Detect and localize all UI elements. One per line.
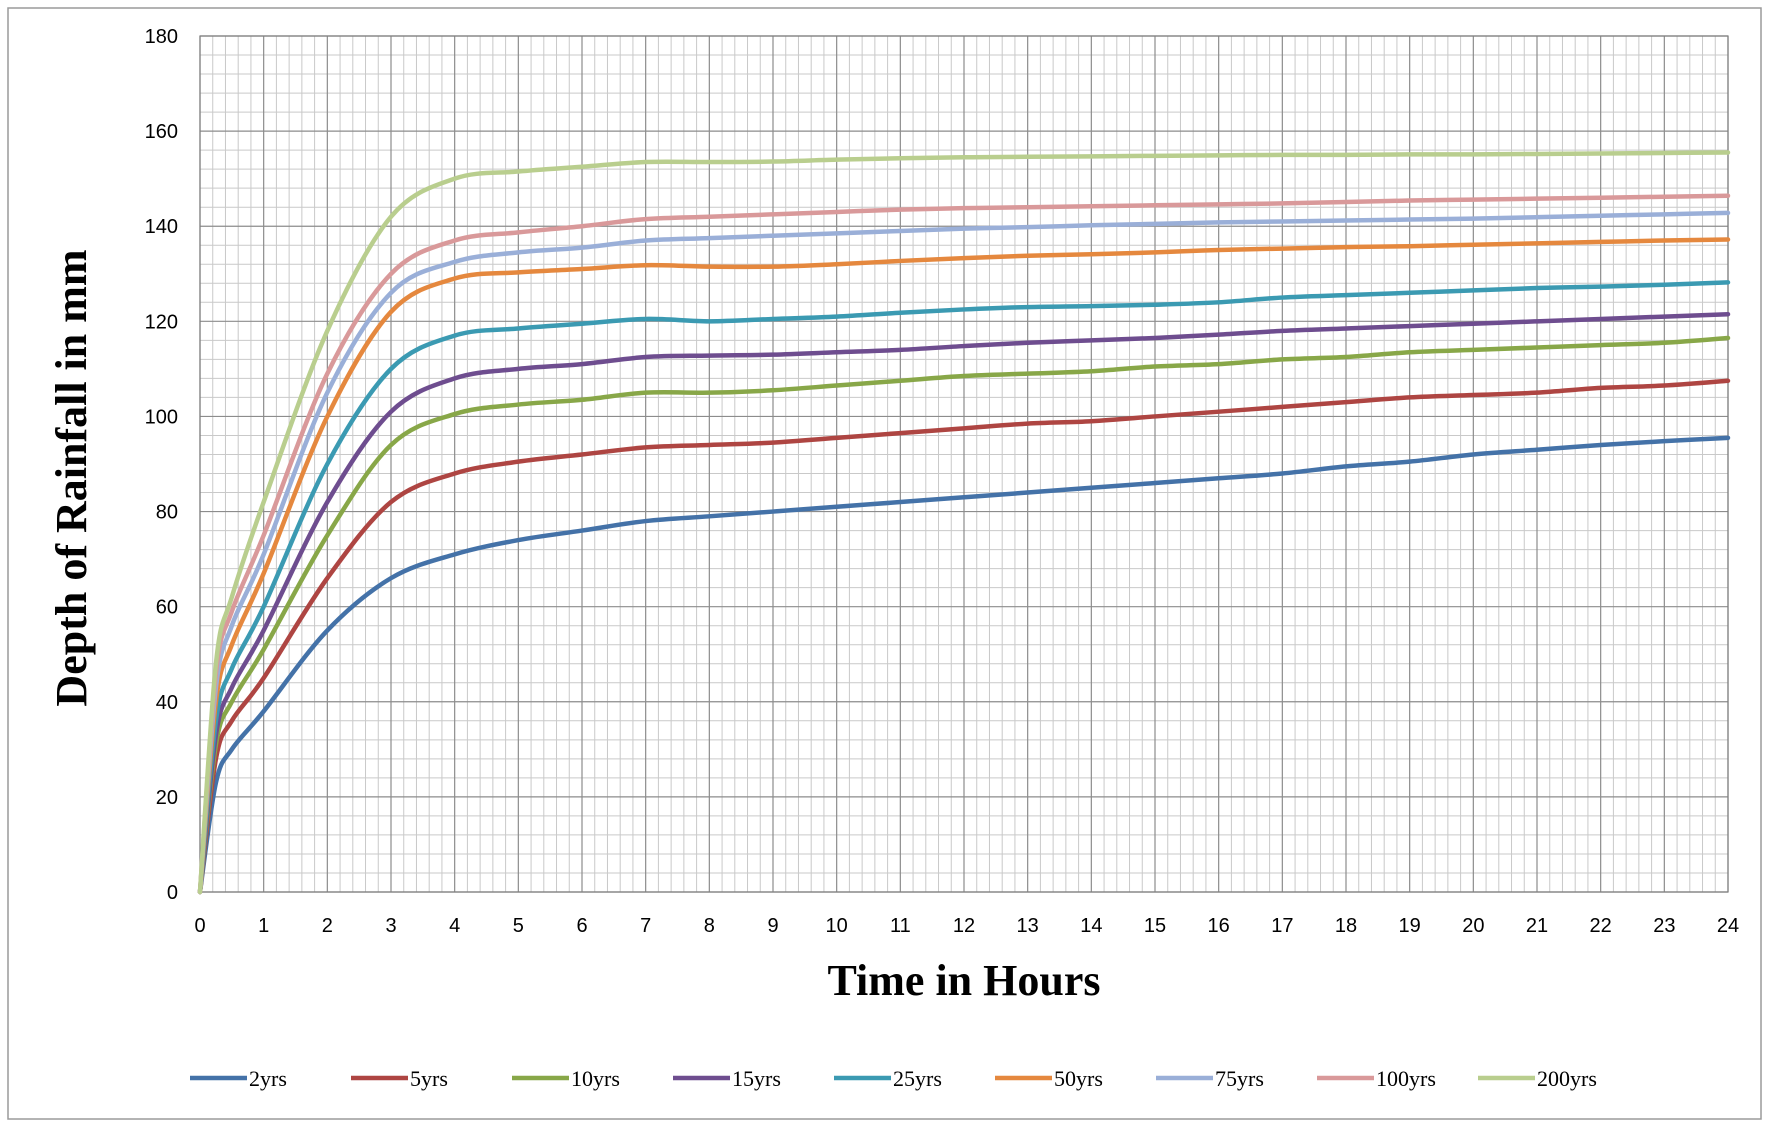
x-tick-label: 7 [640, 915, 651, 937]
legend-label-100yrs: 100yrs [1376, 1066, 1436, 1091]
series-line-10yrs [197, 335, 1731, 895]
legend-label-50yrs: 50yrs [1054, 1066, 1103, 1091]
x-tick-label: 17 [1271, 915, 1293, 937]
x-tick-label: 15 [1144, 915, 1166, 937]
legend: 2yrs 5yrs 10yrs 15yrs 25yrs 50yrs 75yrs 100yrs 2… [190, 1066, 1597, 1091]
y-tick-label: 120 [145, 311, 178, 333]
x-axis-tick-labels: 0 1 2 3 4 5 6 7 8 9 10 11 12 13 14 15 16 17 18 19 20 21 22 23 24 [194, 915, 1739, 937]
series-line-25yrs [197, 280, 1731, 895]
series-line-50yrs [197, 237, 1731, 895]
x-tick-label: 0 [194, 915, 205, 937]
x-tick-label: 16 [1208, 915, 1230, 937]
legend-label-25yrs: 25yrs [893, 1066, 942, 1091]
y-tick-label: 180 [145, 26, 178, 48]
series-line-75yrs [197, 210, 1731, 895]
x-tick-label: 6 [576, 915, 587, 937]
legend-label-10yrs: 10yrs [571, 1066, 620, 1091]
y-tick-label: 160 [145, 121, 178, 143]
chart-outer-border [7, 7, 1762, 1120]
y-tick-label: 60 [156, 597, 178, 619]
x-tick-label: 23 [1653, 915, 1675, 937]
y-tick-label: 80 [156, 502, 178, 524]
x-tick-label: 1 [258, 915, 269, 937]
series-line-2yrs [197, 435, 1731, 895]
plot-area-border [199, 35, 1729, 893]
legend-label-75yrs: 75yrs [1215, 1066, 1264, 1091]
legend-label-15yrs: 15yrs [732, 1066, 781, 1091]
y-axis-tick-labels: 0 20 40 60 80 100 120 140 160 180 [145, 26, 178, 904]
x-tick-label: 18 [1335, 915, 1357, 937]
x-tick-label: 24 [1717, 915, 1739, 937]
y-tick-label: 40 [156, 692, 178, 714]
x-tick-label: 2 [322, 915, 333, 937]
legend-label-5yrs: 5yrs [410, 1066, 448, 1091]
y-tick-label: 100 [145, 406, 178, 428]
y-axis-title: Depth of Rainfall in mm [47, 249, 96, 706]
y-tick-label: 0 [167, 882, 178, 904]
x-tick-label: 12 [953, 915, 975, 937]
x-tick-label: 19 [1399, 915, 1421, 937]
series-line-15yrs [197, 311, 1731, 895]
x-tick-label: 21 [1526, 915, 1548, 937]
y-tick-label: 140 [145, 216, 178, 238]
series-line-5yrs [197, 378, 1731, 895]
series-lines [197, 150, 1731, 895]
x-tick-label: 20 [1462, 915, 1484, 937]
x-tick-label: 8 [704, 915, 715, 937]
x-axis-title: Time in Hours [827, 956, 1100, 1005]
x-tick-label: 10 [826, 915, 848, 937]
x-tick-label: 5 [513, 915, 524, 937]
x-tick-label: 4 [449, 915, 460, 937]
x-tick-label: 11 [890, 915, 911, 937]
legend-label-2yrs: 2yrs [249, 1066, 287, 1091]
x-tick-label: 14 [1080, 915, 1102, 937]
series-line-200yrs [197, 150, 1731, 895]
x-tick-label: 22 [1590, 915, 1612, 937]
series-line-100yrs [197, 193, 1731, 895]
x-tick-label: 13 [1017, 915, 1039, 937]
y-tick-label: 20 [156, 787, 178, 809]
x-tick-label: 9 [767, 915, 778, 937]
x-tick-label: 3 [385, 915, 396, 937]
legend-label-200yrs: 200yrs [1537, 1066, 1597, 1091]
